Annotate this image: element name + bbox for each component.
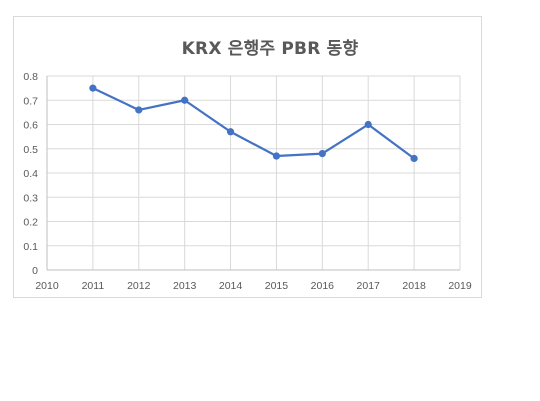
data-point xyxy=(272,152,281,160)
x-tick-labels: 2010 2011 2012 2013 2014 2015 2016 2017 2018 2019 xyxy=(35,280,472,292)
y-tick-label: 0.1 xyxy=(23,241,38,253)
data-point xyxy=(89,84,97,92)
y-tick-label: 0.7 xyxy=(23,95,38,107)
data-point xyxy=(135,106,143,114)
series-line xyxy=(92,87,415,160)
y-tick-label: 0.5 xyxy=(23,144,38,156)
y-tick-label: 0.3 xyxy=(23,192,38,204)
chart-title: KRX 은행주 PBR 동향 xyxy=(181,39,359,59)
data-point xyxy=(226,128,235,136)
y-tick-labels: 0 0.1 0.2 0.3 0.4 0.5 0.6 0.7 0.8 xyxy=(23,71,38,277)
x-tick-label: 2013 xyxy=(173,280,197,292)
axes xyxy=(46,76,460,271)
x-tick-label: 2015 xyxy=(265,280,289,292)
data-point xyxy=(318,150,326,158)
y-tick-label: 0.4 xyxy=(23,168,38,180)
y-tick-label: 0.8 xyxy=(23,71,38,83)
x-tick-label: 2014 xyxy=(219,280,243,292)
data-point xyxy=(410,154,418,163)
x-tick-label: 2017 xyxy=(357,280,381,292)
x-tick-label: 2011 xyxy=(82,280,105,292)
x-tick-label: 2019 xyxy=(448,280,472,292)
x-tick-label: 2012 xyxy=(127,280,151,292)
data-points xyxy=(89,84,418,163)
data-point xyxy=(181,96,189,104)
chart-area xyxy=(13,16,482,298)
x-tick-label: 2018 xyxy=(402,280,426,292)
x-tick-label: 2010 xyxy=(35,280,59,292)
x-tick-label: 2016 xyxy=(311,280,335,292)
data-point xyxy=(364,120,372,129)
y-tick-label: 0 xyxy=(32,265,38,277)
gridlines xyxy=(47,75,461,270)
y-tick-label: 0.6 xyxy=(23,120,38,132)
series-line-path xyxy=(92,87,415,160)
y-tick-label: 0.2 xyxy=(23,217,38,229)
